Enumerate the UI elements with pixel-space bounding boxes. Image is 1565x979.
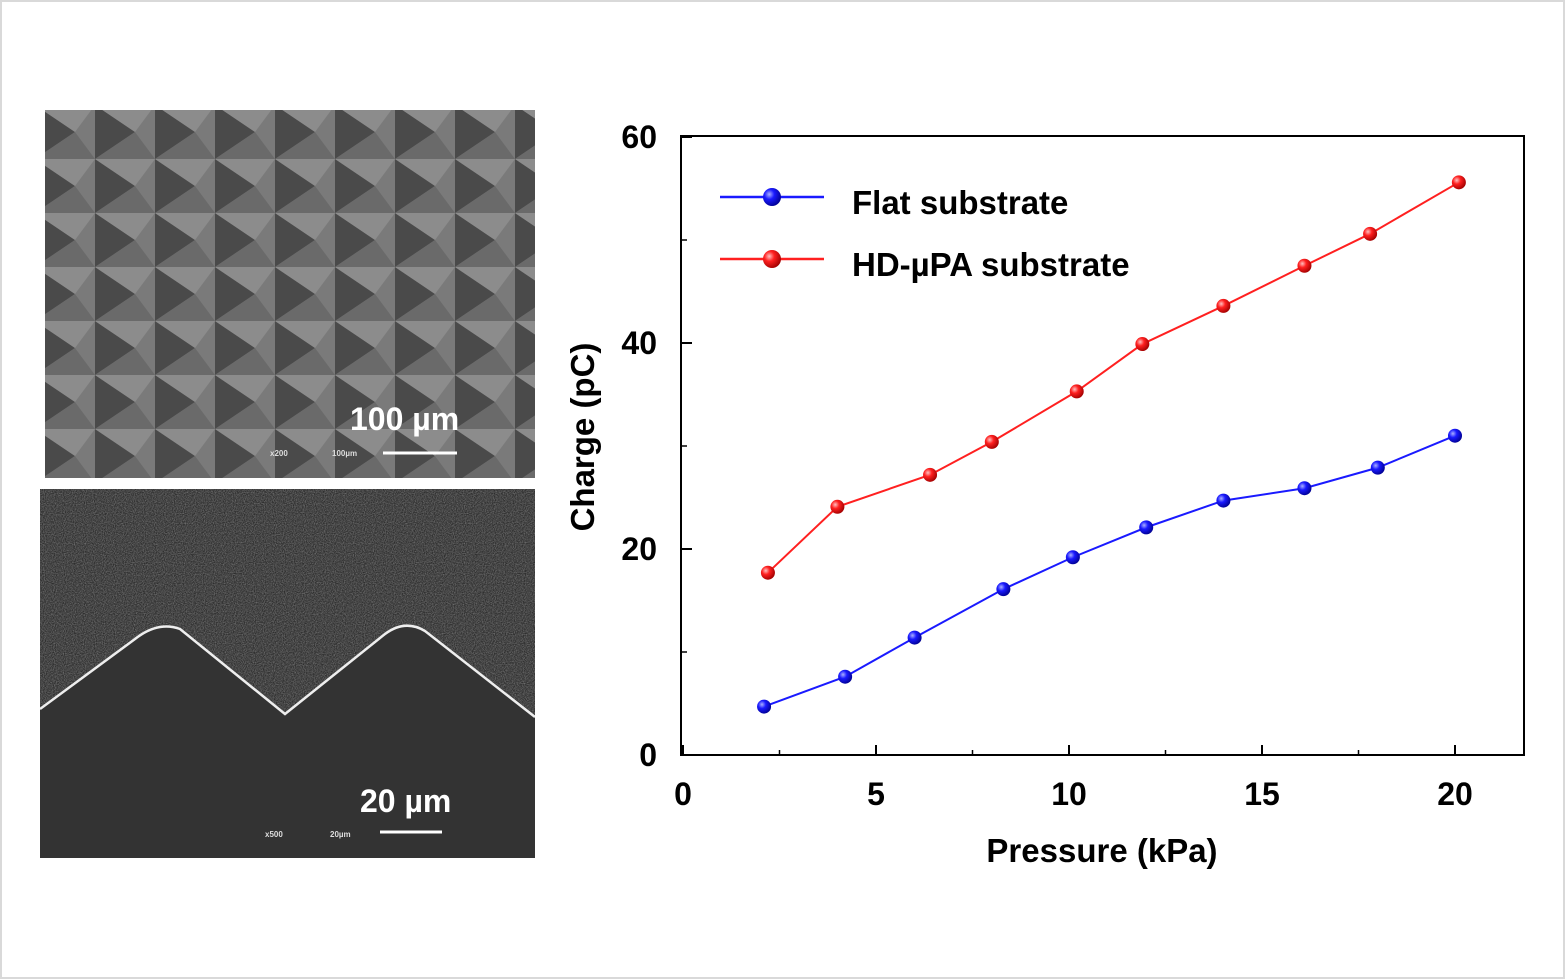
cross-section-sem-image: 20 µm x500 20µm	[40, 489, 535, 858]
x-tick-label: 20	[1437, 776, 1473, 812]
hd-pa-substratepoint	[1297, 258, 1312, 273]
y-tick-label: 20	[621, 531, 657, 567]
legend-label: HD-µPA substrate	[852, 246, 1130, 283]
hd-pa-substratepoint	[830, 499, 845, 514]
flat-substratepoint	[1139, 520, 1154, 535]
legend-marker	[763, 250, 781, 268]
x-tick-label: 10	[1051, 776, 1087, 812]
magnification-label: x200	[270, 449, 288, 458]
hd-pa-substratepoint	[984, 434, 999, 449]
flat-substrateline	[763, 434, 1456, 708]
x-axis-label: Pressure (kPa)	[986, 832, 1217, 869]
flat-substratepoint	[1216, 493, 1231, 508]
hd-pa-substrateline	[767, 181, 1460, 574]
hd-pa-substratepoint	[1135, 337, 1150, 352]
hd-pa-substratepoint	[1451, 175, 1466, 190]
scale-label: 100 µm	[350, 401, 459, 437]
x-tick-label: 15	[1244, 776, 1280, 812]
y-tick-label: 0	[639, 737, 657, 773]
legend-label: Flat substrate	[852, 184, 1068, 221]
flat-substratepoint	[757, 699, 772, 714]
flat-substratepoint	[1448, 428, 1462, 443]
flat-substratepoint	[996, 582, 1011, 597]
x-tick-label: 5	[867, 776, 885, 812]
scale-label: 20 µm	[360, 783, 451, 819]
flat-substratepoint	[1065, 550, 1080, 565]
flat-substratepoint	[838, 669, 853, 684]
hd-pa-substratepoint	[923, 467, 938, 482]
flat-substratepoint	[1370, 460, 1385, 475]
flat-substratepoint	[1297, 481, 1312, 496]
hd-pa-substratepoint	[1069, 384, 1084, 399]
pyramid-array-sem-image: 100 µm x200 100µm	[45, 110, 535, 478]
legend-marker	[763, 188, 781, 206]
hd-pa-substratepoint	[1363, 226, 1378, 241]
plot-area	[680, 135, 1525, 756]
magnification-label: x500	[265, 830, 283, 839]
scale-bar-text: 100µm	[332, 449, 357, 458]
y-tick-label: 60	[621, 119, 657, 155]
scale-bar-text: 20µm	[330, 830, 351, 839]
y-tick-label: 40	[621, 325, 657, 361]
y-axis-label: Charge (pC)	[564, 343, 601, 532]
hd-pa-substratepoint	[1216, 298, 1231, 313]
flat-substratepoint	[907, 630, 922, 645]
hd-pa-substratepoint	[760, 565, 775, 580]
x-tick-label: 0	[674, 776, 692, 812]
